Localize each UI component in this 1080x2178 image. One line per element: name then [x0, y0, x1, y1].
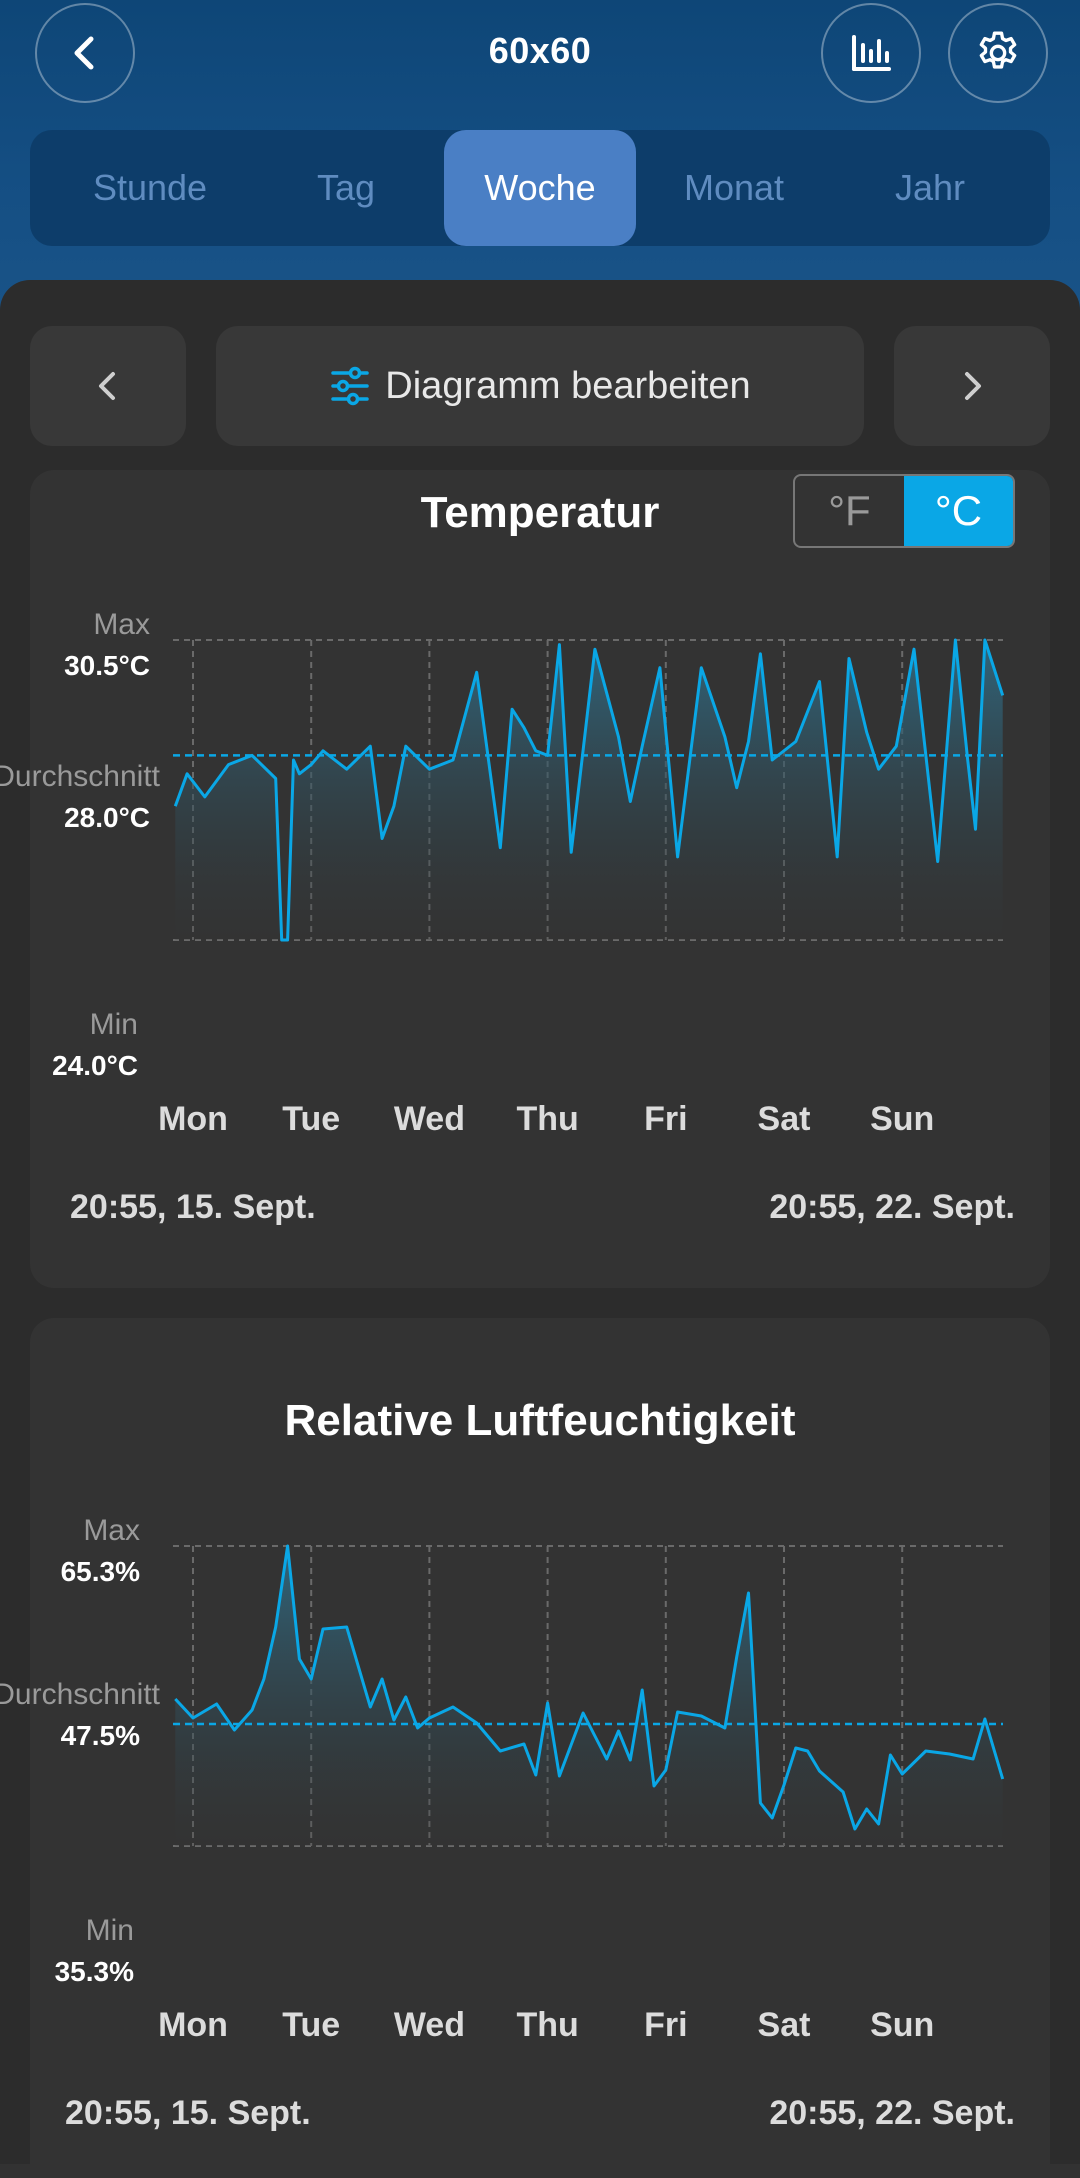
humidity-card: Relative Luftfeuchtigkeit Max 65.3% Durc…: [0, 1318, 1050, 2178]
edit-chart-button[interactable]: Diagramm bearbeiten: [216, 326, 864, 446]
humidity-title: Relative Luftfeuchtigkeit: [284, 1396, 796, 1445]
app-header: 60x60 Stunde Tag Woche Monat Jahr: [0, 0, 1080, 330]
start-date: 20:55, 15. Sept.: [70, 1188, 316, 1226]
avg-label: Durchschnitt: [0, 760, 160, 793]
x-tick-label: Tue: [282, 1100, 341, 1138]
series-area: [175, 640, 1003, 940]
end-date: 20:55, 22. Sept.: [769, 2094, 1015, 2132]
series-area: [175, 1546, 1003, 1846]
humidity-x-axis: Mon Tue Wed Thu Fri Sat Sun: [30, 2006, 1050, 2046]
settings-button[interactable]: [948, 3, 1048, 103]
x-tick-label: Sun: [870, 2006, 935, 2044]
x-tick-label: Sat: [757, 2006, 811, 2044]
next-week-button[interactable]: [894, 326, 1050, 446]
statistics-button[interactable]: [821, 3, 921, 103]
end-date: 20:55, 22. Sept.: [769, 1188, 1015, 1226]
temperature-x-axis: Mon Tue Wed Thu Fri Sat Sun: [30, 1100, 1050, 1140]
chevron-left-icon: [99, 372, 115, 400]
page-title: 60x60: [488, 30, 592, 71]
x-tick-label: Mon: [158, 1100, 228, 1138]
x-tick-label: Sun: [870, 1100, 935, 1138]
min-label-group: Min 24.0°C: [30, 1008, 138, 1082]
x-tick-label: Fri: [644, 1100, 688, 1138]
x-tick-label: Mon: [158, 2006, 228, 2044]
min-label-group: Min 35.3%: [30, 1914, 134, 1988]
series-line: [174, 1544, 1005, 1831]
bar-chart-icon: [852, 35, 891, 71]
x-tick-label: Thu: [516, 2006, 579, 2044]
start-date: 20:55, 15. Sept.: [65, 2094, 311, 2132]
min-value: 35.3%: [54, 1956, 134, 1987]
temperature-title: Temperatur: [420, 488, 660, 537]
temperature-chart: [173, 638, 1005, 942]
x-tick-label: Tue: [282, 2006, 341, 2044]
period-tabs: Stunde Tag Woche Monat Jahr: [30, 130, 1050, 246]
x-tick-label: Fri: [644, 2006, 688, 2044]
chevron-left-icon: [74, 36, 94, 70]
tab-woche[interactable]: Woche: [444, 130, 636, 246]
max-label-group: Max 65.3%: [30, 1514, 140, 1588]
tab-jahr[interactable]: Jahr: [894, 167, 966, 208]
avg-value: 28.0°C: [64, 802, 150, 833]
avg-label: Durchschnitt: [0, 1678, 160, 1711]
max-label: Max: [93, 608, 150, 641]
x-tick-label: Wed: [393, 2006, 465, 2044]
max-value: 30.5°C: [64, 650, 150, 681]
avg-label-group: Durchschnitt 47.5%: [0, 1678, 160, 1752]
min-label: Min: [85, 1914, 134, 1947]
avg-value: 47.5%: [60, 1720, 140, 1751]
x-tick-label: Sat: [757, 1100, 811, 1138]
max-label-group: Max 30.5°C: [30, 608, 150, 682]
chevron-right-icon: [965, 372, 981, 400]
edit-chart-label: Diagramm bearbeiten: [385, 364, 751, 407]
x-tick-label: Thu: [516, 1100, 579, 1138]
sliders-icon: [331, 366, 370, 406]
unit-celsius-button[interactable]: °C: [904, 476, 1013, 546]
max-value: 65.3%: [60, 1556, 140, 1587]
tab-tag[interactable]: Tag: [316, 167, 376, 208]
unit-fahrenheit-button[interactable]: °F: [828, 487, 871, 534]
series-line: [173, 638, 1005, 942]
max-label: Max: [83, 1514, 140, 1547]
humidity-chart: [173, 1544, 1005, 1847]
min-value: 24.0°C: [52, 1050, 138, 1081]
unit-toggle: °F °C: [793, 474, 1015, 548]
avg-label-group: Durchschnitt 28.0°C: [0, 760, 160, 834]
min-label: Min: [89, 1008, 138, 1041]
gear-icon: [979, 31, 1017, 69]
x-tick-label: Wed: [393, 1100, 465, 1138]
tab-stunde[interactable]: Stunde: [92, 167, 208, 208]
back-button[interactable]: [35, 3, 135, 103]
previous-week-button[interactable]: [30, 326, 186, 446]
temperature-card: Temperatur °F °C Max 30.5°C Durchschnitt…: [0, 470, 1050, 1288]
tab-monat[interactable]: Monat: [683, 167, 785, 208]
